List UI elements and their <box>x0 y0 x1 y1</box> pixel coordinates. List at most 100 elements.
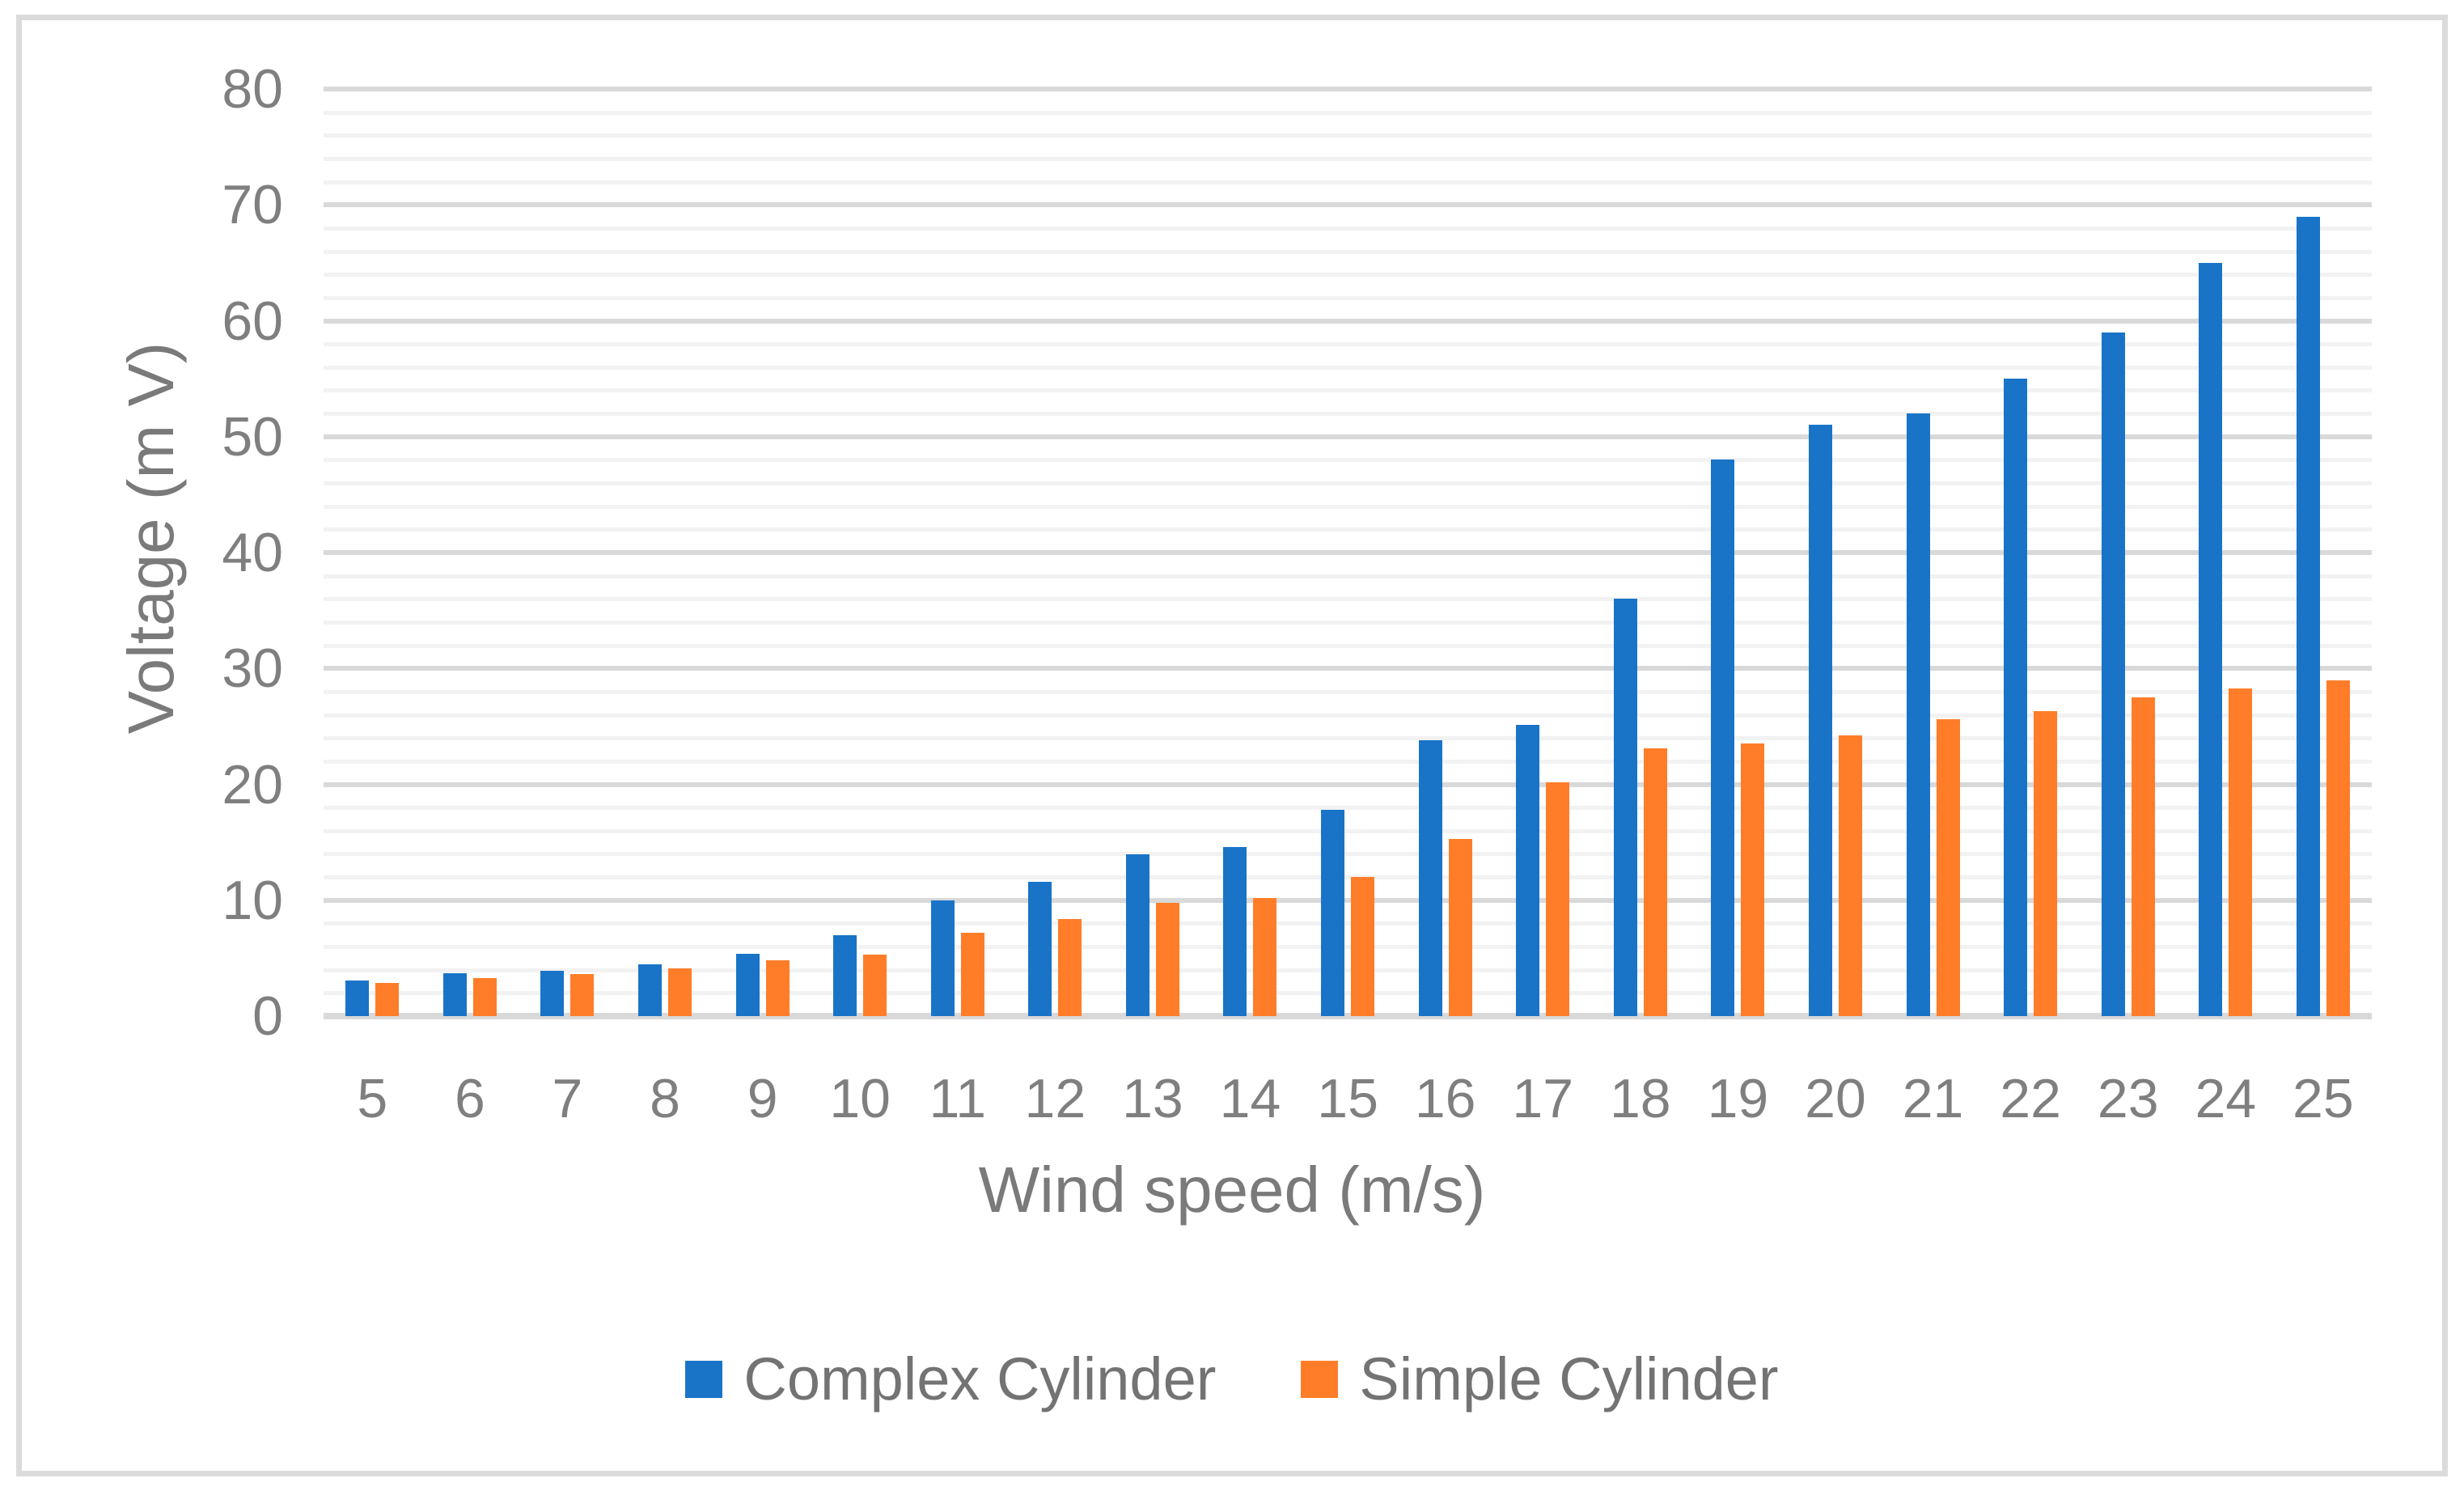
x-tick-24: 24 <box>2195 1068 2257 1129</box>
bar-complex-cylinder-23 <box>2101 332 2125 1016</box>
gridline-72 <box>324 180 2372 184</box>
x-tick-12: 12 <box>1024 1068 1086 1129</box>
bar-simple-cylinder-22 <box>2034 711 2058 1016</box>
bar-complex-cylinder-17 <box>1516 725 1540 1016</box>
bar-group-9 <box>713 89 811 1016</box>
bar-simple-cylinder-23 <box>2131 697 2155 1016</box>
bar-group-25 <box>2275 89 2373 1016</box>
gridline-18 <box>324 806 2372 811</box>
gridline-64 <box>324 273 2372 277</box>
bar-complex-cylinder-9 <box>735 953 760 1016</box>
bar-complex-cylinder-5 <box>345 980 370 1016</box>
gridline-10 <box>324 897 2372 903</box>
bar-complex-cylinder-16 <box>1418 740 1442 1016</box>
gridline-44 <box>324 504 2372 509</box>
bar-simple-cylinder-8 <box>668 968 692 1016</box>
plot-area <box>324 87 2373 1019</box>
bar-complex-cylinder-21 <box>1906 413 1930 1016</box>
bar-simple-cylinder-15 <box>1351 877 1375 1016</box>
bar-group-14 <box>1201 89 1299 1016</box>
gridline-30 <box>324 666 2372 671</box>
bar-group-16 <box>1396 89 1494 1016</box>
x-tick-25: 25 <box>2293 1068 2354 1129</box>
bar-group-22 <box>1982 89 2080 1016</box>
bar-group-13 <box>1104 89 1202 1016</box>
legend-swatch-complex-cylinder <box>685 1360 723 1398</box>
bar-simple-cylinder-21 <box>1936 719 1960 1016</box>
bar-group-12 <box>1006 89 1104 1016</box>
x-tick-15: 15 <box>1317 1068 1378 1129</box>
gridline-70 <box>324 202 2372 208</box>
gridline-56 <box>324 365 2372 370</box>
bar-simple-cylinder-16 <box>1448 838 1472 1016</box>
bar-group-11 <box>908 89 1006 1016</box>
bar-group-6 <box>421 89 519 1016</box>
bar-group-8 <box>616 89 714 1016</box>
bar-group-20 <box>1787 89 1885 1016</box>
bar-complex-cylinder-22 <box>2004 379 2028 1016</box>
bar-simple-cylinder-7 <box>570 974 595 1016</box>
gridline-14 <box>324 852 2372 857</box>
x-tick-11: 11 <box>929 1068 987 1129</box>
legend-label-simple-cylinder: Simple Cylinder <box>1359 1345 1779 1413</box>
bar-complex-cylinder-20 <box>1808 425 1832 1016</box>
bar-group-24 <box>2177 89 2275 1016</box>
x-axis-line <box>324 1013 2372 1019</box>
x-tick-23: 23 <box>2097 1068 2159 1129</box>
bar-complex-cylinder-12 <box>1028 881 1052 1016</box>
bar-complex-cylinder-19 <box>1711 460 1735 1016</box>
gridline-46 <box>324 481 2372 486</box>
gridline-36 <box>324 597 2372 602</box>
gridline-50 <box>324 434 2372 439</box>
x-axis-title: Wind speed (m/s) <box>978 1154 1486 1226</box>
bar-group-21 <box>1884 89 1982 1016</box>
legend-swatch-simple-cylinder <box>1301 1360 1339 1398</box>
bar-complex-cylinder-15 <box>1321 810 1345 1016</box>
bar-complex-cylinder-25 <box>2296 216 2320 1016</box>
gridline-2 <box>324 991 2372 996</box>
gridline-22 <box>324 759 2372 764</box>
bar-complex-cylinder-11 <box>930 900 955 1016</box>
gridline-76 <box>324 133 2372 138</box>
x-tick-20: 20 <box>1805 1068 1866 1129</box>
x-tick-16: 16 <box>1414 1068 1476 1129</box>
bar-simple-cylinder-17 <box>1546 782 1570 1016</box>
gridline-20 <box>324 782 2372 787</box>
x-tick-22: 22 <box>2000 1068 2061 1129</box>
y-tick-20: 20 <box>222 753 283 815</box>
gridline-38 <box>324 574 2372 578</box>
x-axis-tick-labels: 5 6 7 8 9 10 11 12 13 14 15 16 17 18 19 20 21 22 23 24 25 <box>324 1058 2372 1139</box>
bar-complex-cylinder-10 <box>833 934 857 1016</box>
bar-simple-cylinder-19 <box>1741 743 1765 1016</box>
legend-label-complex-cylinder: Complex Cylinder <box>743 1345 1217 1413</box>
bar-simple-cylinder-13 <box>1155 902 1179 1016</box>
bar-group-18 <box>1592 89 1690 1016</box>
gridline-60 <box>324 318 2372 324</box>
bar-simple-cylinder-11 <box>960 932 984 1016</box>
x-tick-10: 10 <box>829 1068 891 1129</box>
legend-item-complex-cylinder: Complex Cylinder <box>685 1345 1216 1413</box>
gridline-42 <box>324 527 2372 532</box>
bar-group-10 <box>811 89 909 1016</box>
y-tick-50: 50 <box>222 405 283 468</box>
bar-simple-cylinder-18 <box>1643 748 1667 1016</box>
x-tick-6: 6 <box>454 1068 485 1129</box>
gridline-68 <box>324 226 2372 231</box>
gridline-32 <box>324 643 2372 648</box>
bar-group-23 <box>2079 89 2177 1016</box>
gridline-40 <box>324 550 2372 555</box>
gridline-28 <box>324 689 2372 694</box>
bar-complex-cylinder-6 <box>442 973 467 1016</box>
bar-complex-cylinder-18 <box>1613 599 1637 1016</box>
bar-group-7 <box>519 89 616 1016</box>
legend-item-simple-cylinder: Simple Cylinder <box>1301 1345 1779 1413</box>
gridline-54 <box>324 388 2372 393</box>
gridline-24 <box>324 736 2372 741</box>
y-tick-30: 30 <box>222 637 283 700</box>
bar-simple-cylinder-20 <box>1838 735 1862 1016</box>
gridline-48 <box>324 458 2372 463</box>
gridline-80 <box>324 87 2372 91</box>
gridline-8 <box>324 921 2372 926</box>
bar-simple-cylinder-14 <box>1253 897 1277 1016</box>
bar-simple-cylinder-25 <box>2326 680 2350 1016</box>
